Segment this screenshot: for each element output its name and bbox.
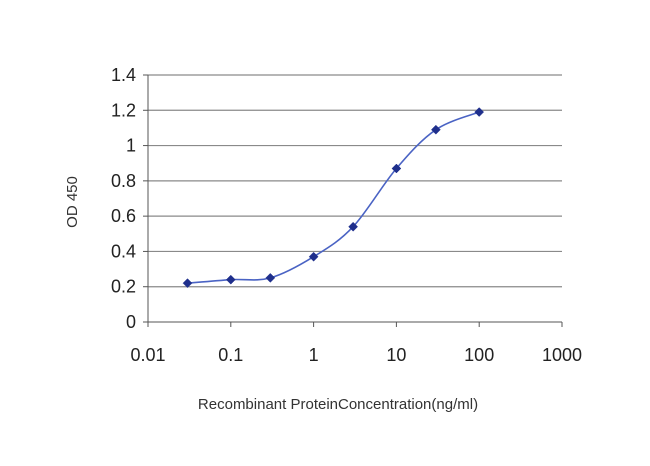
x-tick-label-2: 1 — [309, 345, 319, 365]
series-group — [182, 107, 485, 289]
y-tick-label-5: 1 — [126, 136, 136, 156]
data-point-1 — [225, 274, 236, 285]
x-axis-title: Recombinant ProteinConcentration(ng/ml) — [198, 396, 478, 413]
y-tick-label-7: 1.4 — [111, 65, 136, 85]
y-tick-label-0: 0 — [126, 312, 136, 332]
x-tick-label-5: 1000 — [542, 345, 582, 365]
axes — [143, 74, 563, 327]
y-tick-label-3: 0.6 — [111, 206, 136, 226]
x-tick-labels: 0.01 0.1 1 10 100 1000 — [130, 345, 582, 365]
x-tick-label-1: 0.1 — [218, 345, 243, 365]
data-point-4 — [348, 221, 358, 232]
x-tick-label-3: 10 — [386, 345, 406, 365]
data-point-5 — [391, 163, 402, 174]
x-tick-label-0: 0.01 — [130, 345, 165, 365]
y-tick-label-1: 0.2 — [111, 277, 136, 297]
series-line-0 — [187, 111, 480, 284]
y-tick-label-6: 1.2 — [111, 100, 136, 120]
y-axis-title: OD 450 — [64, 176, 81, 228]
x-tick-label-4: 100 — [464, 345, 494, 365]
gridlines — [148, 74, 562, 288]
data-point-7 — [474, 107, 485, 117]
data-point-2 — [265, 273, 276, 283]
y-tick-label-2: 0.4 — [111, 241, 136, 261]
data-point-0 — [182, 278, 193, 289]
data-point-3 — [308, 251, 319, 262]
y-tick-label-4: 0.8 — [111, 171, 136, 191]
data-point-6 — [431, 124, 441, 135]
y-tick-labels: 0 0.2 0.4 0.6 0.8 1 1.2 1.4 — [111, 65, 136, 332]
